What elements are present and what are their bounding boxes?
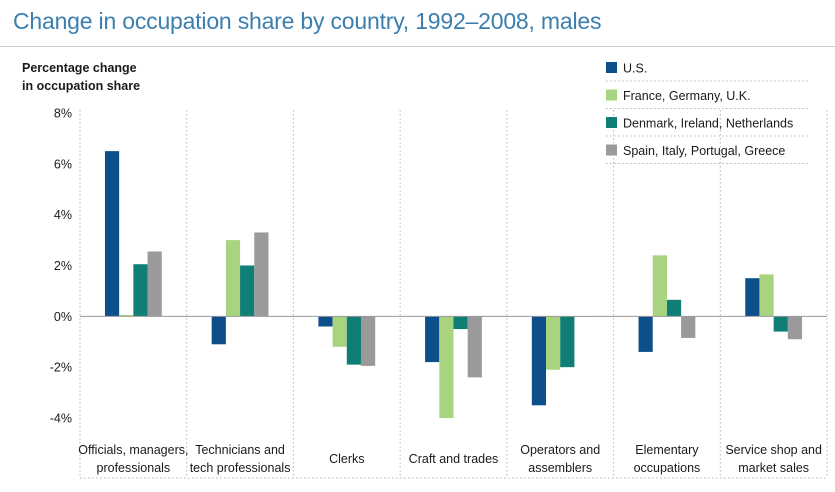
bar [360,316,376,366]
bar [787,316,803,340]
chart-title: Change in occupation share by country, 1… [13,8,602,34]
group-separators [79,110,828,479]
bar [425,316,440,363]
bar [346,316,361,365]
category-label: Operators and [520,443,600,457]
bar [147,251,162,317]
bars [80,151,827,418]
category-label: Service shop and [725,443,822,457]
bar [211,316,226,345]
category-label: Officials, managers, [78,443,188,457]
legend-label: U.S. [623,62,647,76]
y-axis: 8% 6% 4% 2% 0% -2% -4% [50,107,72,426]
bar [439,316,454,418]
bar [254,232,269,317]
bar [546,316,561,370]
bar [666,299,682,317]
bar [531,316,547,406]
legend: U.S. France, Germany, U.K. Denmark, Irelan… [606,62,808,164]
bar [318,316,333,327]
bar [119,315,134,317]
legend-label: Denmark, Ireland, Netherlands [623,117,793,131]
category-label: Elementary [635,443,699,457]
y-axis-label-line-1: Percentage change [22,61,137,75]
bar [467,316,482,378]
category-label: assemblers [528,461,592,475]
title-divider [0,46,835,47]
bar [681,316,696,338]
legend-swatch [606,117,617,128]
bar [759,274,774,317]
bar [225,240,241,317]
legend-swatch [606,89,617,101]
category-label: professionals [97,461,171,475]
legend-label: France, Germany, U.K. [623,89,751,103]
bar [773,316,788,332]
y-axis-label: Percentage change in occupation share [22,59,182,95]
y-axis-label-line-2: in occupation share [22,79,141,93]
category-label: Technicians and [195,443,285,457]
y-tick-label: 0% [54,310,72,324]
category-labels: Officials, managers, professionals Technic… [78,443,822,475]
category-label: Craft and trades [409,452,499,466]
y-tick-label: -2% [50,361,72,375]
bar [652,255,667,317]
category-label: occupations [634,461,701,475]
legend-label: Spain, Italy, Portugal, Greece [623,144,785,158]
y-tick-label: -4% [50,412,72,426]
bar [104,151,120,317]
bar [332,316,347,347]
category-label: tech professionals [190,461,291,475]
category-label: Clerks [329,452,364,466]
bar [133,264,148,317]
y-tick-label: 6% [54,157,72,171]
y-tick-label: 8% [54,107,72,121]
y-tick-label: 4% [54,208,72,222]
y-tick-label: 2% [54,259,72,273]
bar [240,265,255,317]
category-label: market sales [738,461,809,475]
bar [745,278,760,317]
bar [453,316,468,330]
legend-swatch [606,62,617,73]
bar [638,316,653,352]
legend-swatch [606,144,617,156]
bar [560,316,575,368]
